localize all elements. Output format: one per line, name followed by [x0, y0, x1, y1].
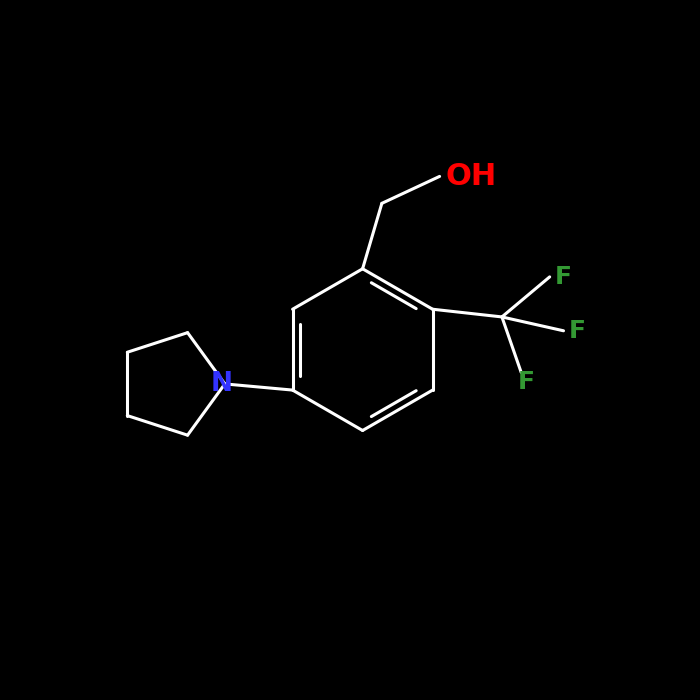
Text: F: F [569, 318, 586, 343]
Text: OH: OH [446, 162, 497, 191]
Text: N: N [211, 371, 232, 397]
Text: F: F [517, 370, 534, 393]
Text: F: F [555, 265, 572, 289]
